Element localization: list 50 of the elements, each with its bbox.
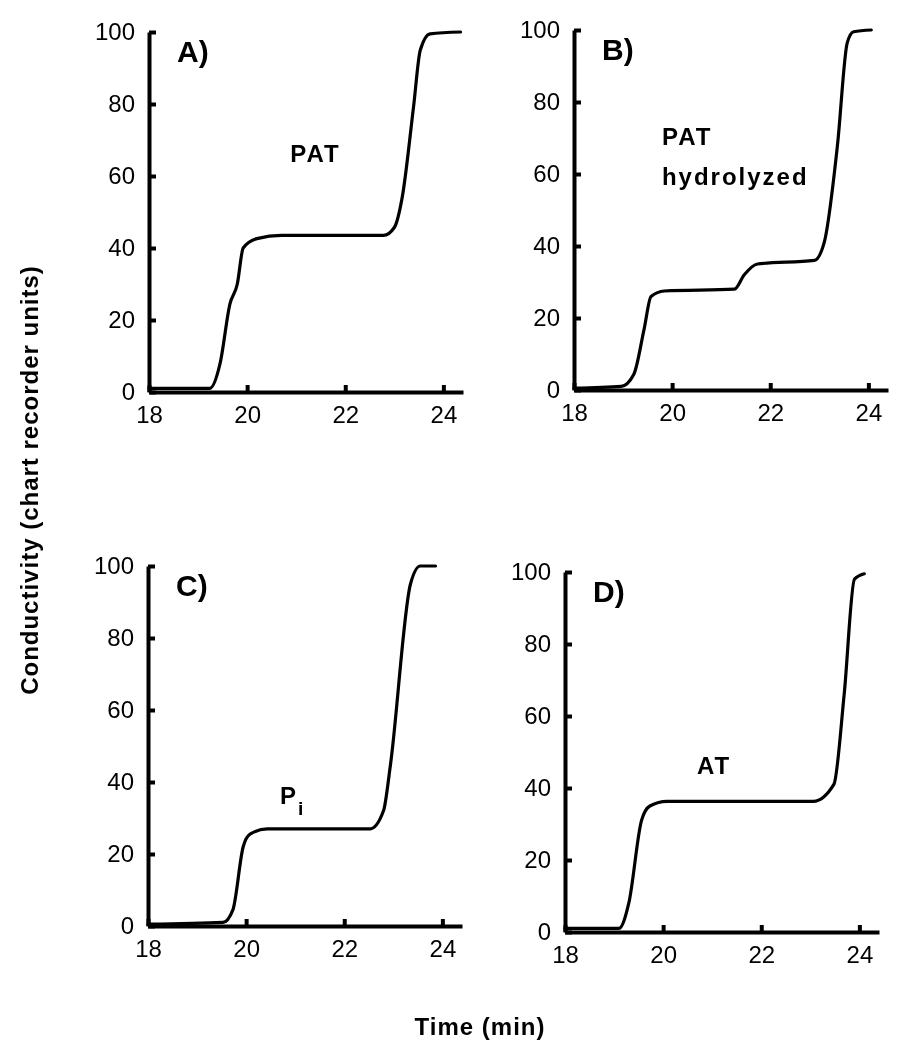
y-tick-label: 60 (533, 160, 560, 188)
x-tick-label: 24 (855, 399, 883, 427)
x-tick-label: 24 (429, 935, 457, 963)
y-tick-label: 0 (120, 912, 134, 940)
y-tick-label: 40 (533, 232, 560, 260)
y-tick-label: 20 (108, 306, 135, 334)
series-label: AT (696, 751, 732, 779)
y-tick-label: 100 (510, 558, 551, 586)
x-tick-label: 20 (650, 941, 677, 969)
y-tick-label: 20 (533, 304, 560, 332)
y-tick-label: 80 (107, 624, 134, 652)
x-tick-label: 24 (430, 401, 458, 429)
y-tick-label: 80 (108, 90, 135, 118)
x-tick-label: 18 (561, 399, 588, 427)
y-tick-label: 100 (94, 18, 135, 46)
x-tick-label: 18 (135, 935, 162, 963)
x-tick-label: 22 (748, 941, 776, 969)
series-label: P$_{i}$ (279, 781, 306, 819)
x-tick-label: 20 (233, 935, 260, 963)
x-tick-label: 22 (332, 401, 360, 429)
y-tick-label: 40 (524, 774, 551, 802)
x-tick-label: 18 (136, 401, 163, 429)
y-tick-label: 80 (524, 630, 551, 658)
x-tick-label: 18 (552, 941, 579, 969)
y-axis-title: Conductivity (chart recorder units) (16, 265, 43, 695)
x-tick-label: 24 (846, 941, 874, 969)
y-tick-label: 0 (121, 378, 135, 406)
x-tick-label: 22 (331, 935, 359, 963)
text: PAT (290, 139, 341, 167)
series-label: PAT hydrolyzed (661, 123, 809, 191)
y-tick-label: 100 (93, 552, 134, 580)
y-tick-label: 60 (107, 696, 134, 724)
y-tick-label: 40 (108, 234, 135, 262)
y-tick-label: 0 (537, 918, 551, 946)
y-tick-label: 80 (533, 88, 560, 116)
y-tick-label: 40 (107, 768, 134, 796)
y-tick-label: 0 (546, 376, 560, 404)
x-axis-title: Time (min) (414, 1013, 546, 1040)
y-tick-label: 100 (519, 16, 560, 44)
chart-title: D) (593, 575, 625, 608)
y-tick-label: 60 (524, 702, 551, 730)
x-tick-label: 22 (757, 399, 785, 427)
y-tick-label: 20 (107, 840, 134, 868)
y-tick-label: 20 (524, 846, 551, 874)
chart-title: A) (177, 35, 209, 68)
chart-title: C) (176, 569, 208, 602)
chart-title: B) (602, 33, 634, 66)
y-tick-label: 60 (108, 162, 135, 190)
x-tick-label: 20 (659, 399, 686, 427)
x-tick-label: 20 (234, 401, 261, 429)
